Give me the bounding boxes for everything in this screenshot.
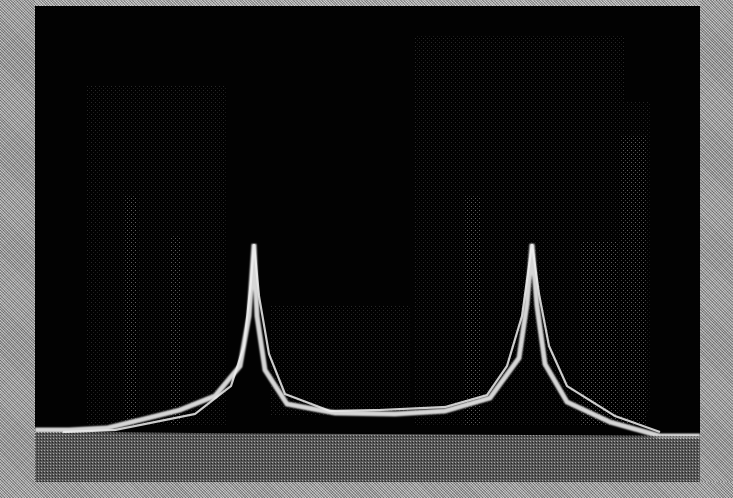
left-and-right-peaks: [62, 243, 661, 434]
left-frame-edge: [0, 0, 35, 498]
signal-trace: [35, 243, 700, 439]
baseline-band: [35, 432, 700, 482]
vertical-noise-bands: [125, 136, 646, 426]
bottom-frame-edge: [0, 482, 733, 498]
top-frame-edge: [0, 0, 733, 6]
signal-trace-display: [35, 6, 700, 482]
dark-display-screen: [35, 6, 700, 482]
right-frame-edge: [700, 0, 733, 498]
